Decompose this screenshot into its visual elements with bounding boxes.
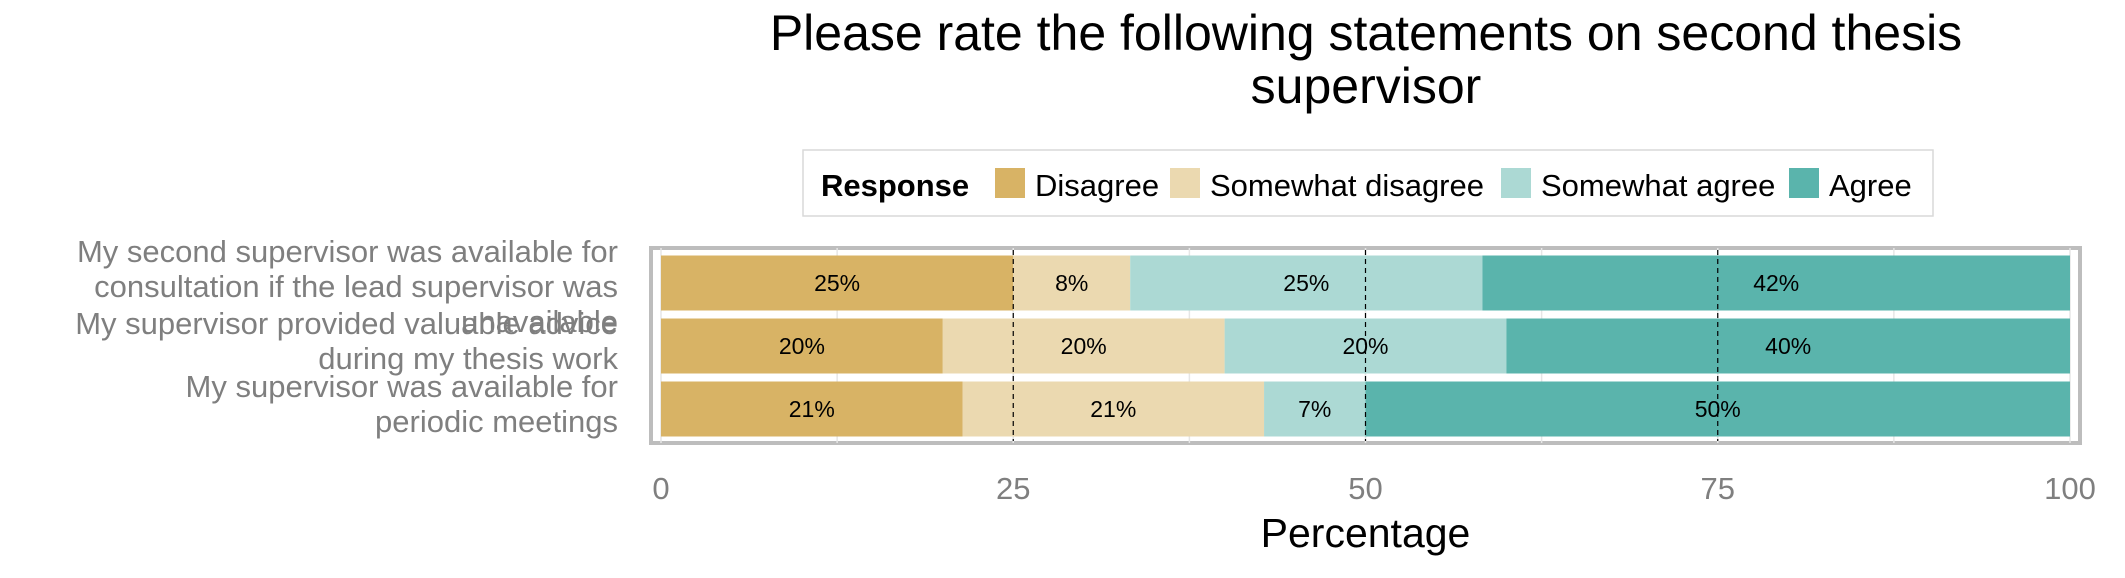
chart-title-line: supervisor xyxy=(1251,58,1482,114)
bar-value-label: 20% xyxy=(779,333,825,359)
bar-value-label: 21% xyxy=(789,396,835,422)
x-tick-label: 100 xyxy=(2044,471,2096,506)
legend-key-disagree xyxy=(995,168,1025,198)
legend-key-somewhat-agree xyxy=(1501,168,1531,198)
category-label: consultation if the lead supervisor was xyxy=(94,269,618,304)
x-tick-label: 25 xyxy=(996,471,1030,506)
legend-key-somewhat-disagree xyxy=(1170,168,1200,198)
bar-value-label: 25% xyxy=(1283,270,1329,296)
bar-segment-somewhat-disagree xyxy=(942,318,1225,374)
bars xyxy=(661,255,2070,437)
x-axis-ticks: 0 25 50 75 100 xyxy=(652,471,2095,506)
legend: Response Disagree Somewhat disagree Somewha… xyxy=(802,149,1934,217)
data-labels: 25% 8% 25% 42% 20% 20% 20% 40% 21% 21% 7% 50% xyxy=(779,270,1811,422)
legend-label: Somewhat agree xyxy=(1541,168,1775,203)
bar-value-label: 42% xyxy=(1753,270,1799,296)
bar-value-label: 7% xyxy=(1298,396,1331,422)
bar-segment-disagree xyxy=(661,255,1014,311)
bar-segment-somewhat-disagree xyxy=(962,381,1265,437)
bar-segment-agree xyxy=(1506,318,2070,374)
bar-value-label: 21% xyxy=(1090,396,1136,422)
legend-box xyxy=(802,149,1934,217)
category-label: My supervisor provided valuable advice xyxy=(75,306,618,341)
legend-label: Somewhat disagree xyxy=(1210,168,1484,203)
bar-segment-agree xyxy=(1482,255,2070,311)
category-label: unavailable xyxy=(461,304,618,339)
category-label: My second supervisor was available for xyxy=(77,234,618,269)
category-label: My supervisor was available for xyxy=(186,369,618,404)
legend-label: Agree xyxy=(1829,168,1912,203)
x-tick-label: 75 xyxy=(1701,471,1735,506)
x-axis-label: Percentage xyxy=(1261,510,1471,556)
category-labels: My second supervisor was available forco… xyxy=(75,234,618,439)
bar-segment-somewhat-agree xyxy=(1264,381,1366,437)
bar-value-label: 20% xyxy=(1342,333,1388,359)
x-tick-label: 0 xyxy=(652,471,669,506)
legend-title: Response xyxy=(821,168,969,203)
x-tick-label: 50 xyxy=(1348,471,1382,506)
legend-label: Disagree xyxy=(1035,168,1159,203)
bar-segment-disagree xyxy=(661,381,963,437)
chart-title-line: Please rate the following statements on … xyxy=(770,5,1962,61)
category-label: periodic meetings xyxy=(375,404,618,439)
reference-lines xyxy=(1012,250,1719,441)
chart-title: Please rate the following statements on … xyxy=(770,5,1962,114)
bar-segment-agree xyxy=(1365,381,2070,437)
bar-segment-somewhat-agree xyxy=(1130,255,1483,311)
bar-value-label: 40% xyxy=(1765,333,1811,359)
legend-key-agree xyxy=(1789,168,1819,198)
bar-value-label: 50% xyxy=(1695,396,1741,422)
category-label: during my thesis work xyxy=(318,341,618,376)
bar-value-label: 25% xyxy=(814,270,860,296)
bar-segment-somewhat-agree xyxy=(1224,318,1507,374)
bar-segment-disagree xyxy=(661,318,943,374)
bar-value-label: 8% xyxy=(1055,270,1088,296)
bar-value-label: 20% xyxy=(1061,333,1107,359)
bar-segment-somewhat-disagree xyxy=(1013,255,1131,311)
